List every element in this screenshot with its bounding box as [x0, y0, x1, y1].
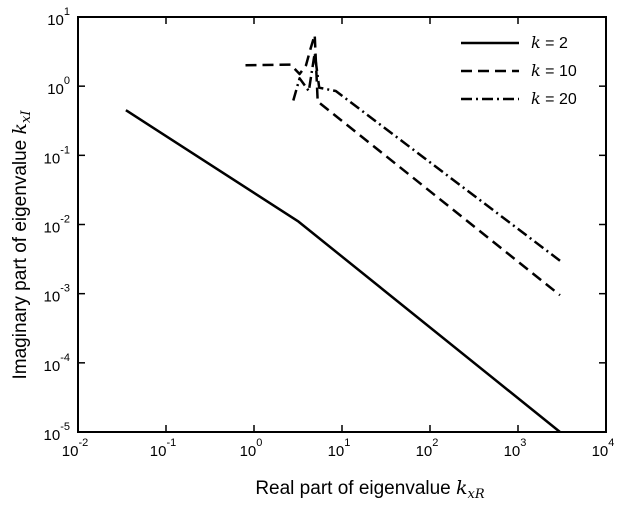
plot-area — [77, 16, 607, 433]
series-group — [125, 33, 561, 433]
y-tick-label: 10-3 — [44, 283, 70, 306]
series-line-dashdot — [292, 51, 561, 262]
y-tick-label: 10-1 — [44, 144, 70, 167]
y-tick-label: 10-4 — [44, 352, 70, 375]
series-line-dashed — [245, 33, 561, 297]
y-tick-label: 10-5 — [44, 421, 70, 444]
legend-label-k10: k = 10 — [531, 61, 577, 80]
x-axis: 10-2 10-1 100 101 102 103 104 — [62, 17, 615, 460]
y-axis-symbol: k — [9, 123, 31, 135]
x-tick-label: 103 — [504, 437, 527, 460]
x-axis-subscript: xR — [468, 487, 485, 502]
plot-frame — [77, 16, 607, 433]
legend-label-k2: k = 2 — [531, 33, 568, 52]
y-axis: 10-5 10-4 10-3 10-2 10-1 100 101 — [44, 6, 606, 444]
x-tick-label: 10-1 — [150, 437, 176, 460]
y-tick-label: 101 — [47, 6, 70, 29]
y-axis-title: Imaginary part of eigenvalue kxI — [9, 110, 34, 380]
legend: k = 2 k = 10 k = 20 — [461, 33, 577, 108]
x-tick-label: 100 — [240, 437, 263, 460]
x-tick-label: 104 — [592, 437, 615, 460]
x-axis-title: Real part of eigenvalue kxR — [255, 477, 485, 502]
y-axis-label: Imaginary part of eigenvalue — [10, 140, 31, 380]
series-line-solid — [125, 109, 561, 433]
legend-label-k20: k = 20 — [531, 89, 577, 108]
x-tick-label: 10-2 — [62, 437, 88, 460]
y-tick-label: 100 — [47, 75, 70, 98]
y-axis-subscript: xI — [19, 110, 34, 123]
x-tick-label: 102 — [416, 437, 439, 460]
x-axis-label: Real part of eigenvalue — [255, 478, 450, 499]
x-tick-label: 101 — [328, 437, 351, 460]
y-tick-label: 10-2 — [44, 214, 70, 237]
x-axis-symbol: k — [456, 477, 468, 499]
